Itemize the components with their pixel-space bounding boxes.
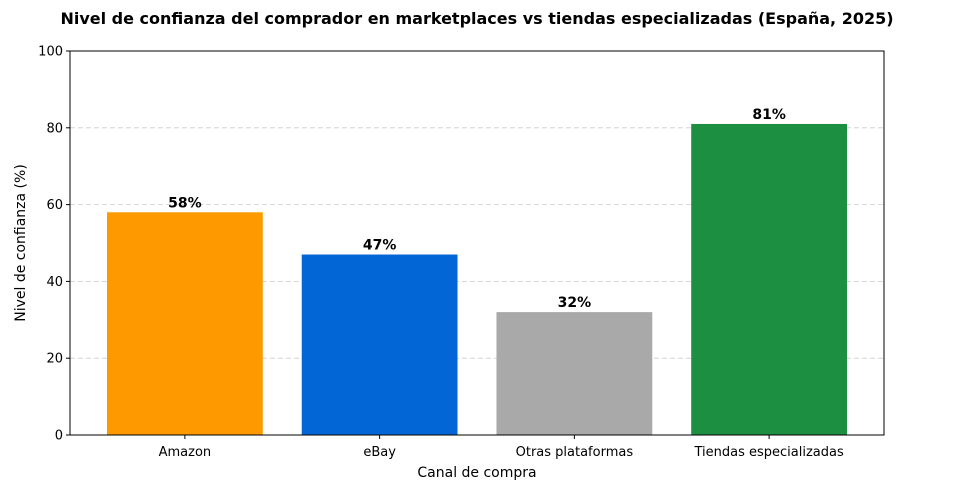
x-tick-label: Tiendas especializadas [693, 445, 843, 460]
x-tick-label: eBay [363, 445, 396, 460]
bar [691, 123, 847, 436]
plot-frame [69, 50, 885, 436]
y-tick-label: 0 [55, 429, 63, 444]
data-label: 81% [752, 107, 786, 123]
x-tick-label: Amazon [159, 445, 212, 460]
bar [301, 254, 458, 435]
y-tick-label: 20 [46, 352, 63, 367]
x-axis-label: Canal de compra [417, 465, 536, 481]
data-label: 58% [168, 195, 202, 211]
bar [496, 312, 653, 435]
x-tick-label: Otras plataformas [516, 445, 634, 460]
y-axis-label: Nivel de confianza (%) [13, 164, 29, 322]
bar [107, 212, 263, 435]
y-tick-label: 60 [46, 198, 63, 213]
y-tick-label: 40 [46, 275, 63, 290]
data-label: 32% [558, 295, 592, 311]
y-tick-label: 80 [46, 121, 63, 136]
y-tick-label: 100 [38, 45, 63, 60]
chart-title: Nivel de confianza del comprador en mark… [60, 9, 893, 28]
data-label: 47% [363, 238, 397, 254]
